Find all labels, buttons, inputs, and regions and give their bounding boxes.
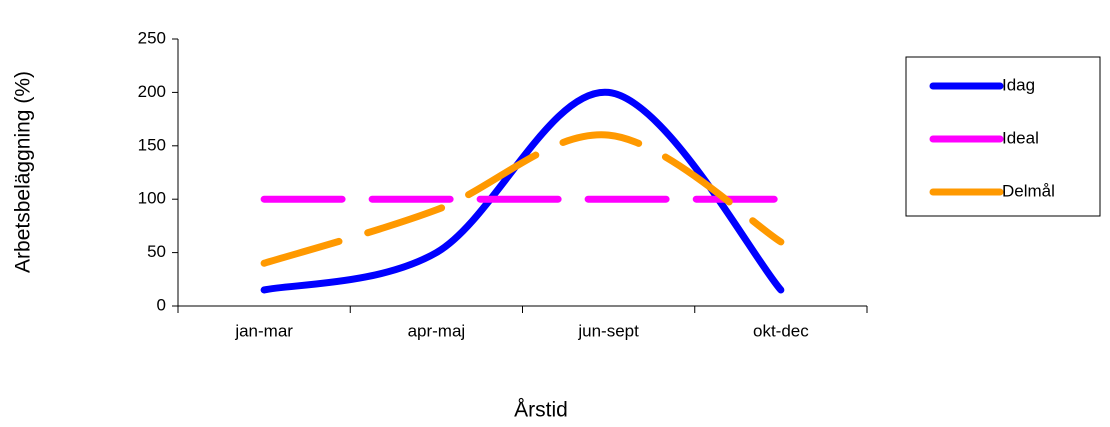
line-series xyxy=(260,131,785,267)
x-tick-label: jun-sept xyxy=(577,321,639,340)
y-tick-label: 200 xyxy=(138,82,166,101)
y-tick-label: 250 xyxy=(138,28,166,47)
y-tick-label: 150 xyxy=(138,135,166,154)
legend-label: Ideal xyxy=(1002,128,1039,147)
legend-label: Delmål xyxy=(1002,181,1055,200)
y-tick-label: 100 xyxy=(138,189,166,208)
x-axis-title: Årstid xyxy=(514,399,568,422)
line-series xyxy=(260,88,785,294)
x-tick-label: apr-maj xyxy=(408,321,466,340)
y-tick-label: 0 xyxy=(157,295,166,314)
y-axis-title: Arbetsbeläggning (%) xyxy=(12,71,35,273)
x-tick-label: okt-dec xyxy=(753,321,809,340)
y-tick-label: 50 xyxy=(147,242,166,261)
legend-label: Idag xyxy=(1002,75,1035,94)
x-tick-label: jan-mar xyxy=(234,321,293,340)
